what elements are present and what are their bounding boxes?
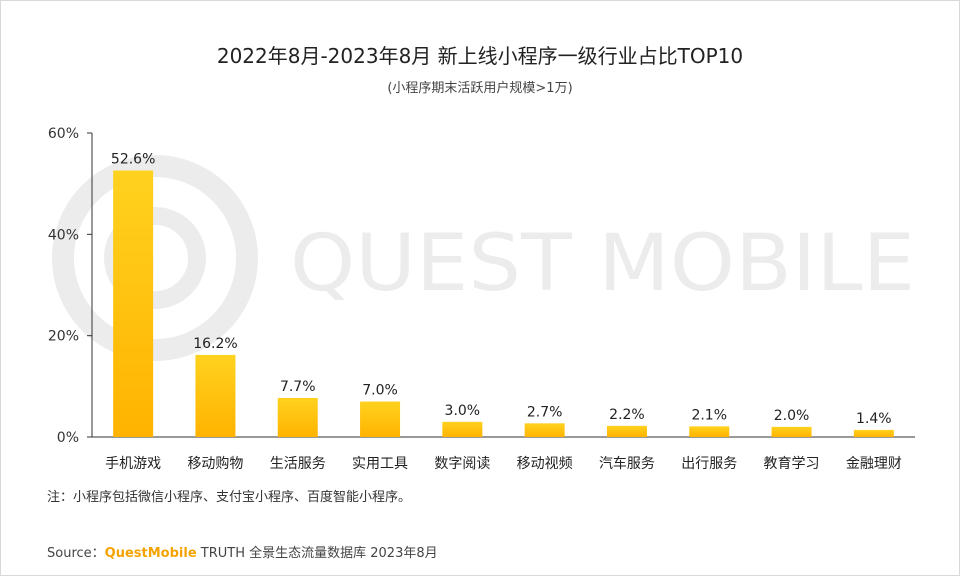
y-tick-label: 0% xyxy=(57,430,79,446)
x-tick-label: 实用工具 xyxy=(352,456,408,472)
data-label: 3.0% xyxy=(445,403,481,419)
data-label: 2.7% xyxy=(527,404,563,420)
watermark: QUEST MOBILE xyxy=(52,155,915,361)
bar xyxy=(771,426,812,437)
source-label: Source： xyxy=(47,546,105,561)
data-label: 16.2% xyxy=(193,336,237,352)
data-label: 1.4% xyxy=(856,411,892,427)
source-brand: QuestMobile xyxy=(104,546,197,561)
x-tick-label: 出行服务 xyxy=(681,456,737,472)
x-tick-label: 教育学习 xyxy=(764,456,820,472)
y-tick-label: 20% xyxy=(48,329,79,345)
bar xyxy=(360,401,401,437)
bar xyxy=(606,425,647,437)
bar xyxy=(277,397,318,437)
x-tick-label: 移动视频 xyxy=(517,456,573,472)
data-label: 2.1% xyxy=(691,407,727,423)
bar xyxy=(195,354,236,437)
x-tick-label: 汽车服务 xyxy=(599,455,655,472)
x-tick-label: 生活服务 xyxy=(270,456,326,472)
bar xyxy=(442,421,483,437)
chart-subtitle: (小程序期末活跃用户规模>1万) xyxy=(387,81,573,96)
source-line: Source：QuestMobile TRUTH 全景生态流量数据库 2023年… xyxy=(47,542,438,561)
data-label: 7.7% xyxy=(280,379,316,395)
data-label: 7.0% xyxy=(362,383,398,399)
bar xyxy=(689,426,730,437)
data-label: 2.2% xyxy=(609,407,645,423)
y-tick-label: 40% xyxy=(48,227,79,243)
bar xyxy=(853,429,894,437)
x-tick-label: 数字阅读 xyxy=(434,455,490,472)
bar xyxy=(113,170,154,437)
source-text: TRUTH 全景生态流量数据库 2023年8月 xyxy=(200,546,438,561)
data-label: 2.0% xyxy=(774,408,810,424)
x-tick-label: 金融理财 xyxy=(846,456,902,472)
chart-title: 2022年8月-2023年8月 新上线小程序一级行业占比TOP10 xyxy=(216,44,744,68)
data-label: 52.6% xyxy=(111,151,155,167)
y-tick-label: 60% xyxy=(48,126,79,142)
footnote: 注：小程序包括微信小程序、支付宝小程序、百度智能小程序。 xyxy=(47,490,412,505)
bar xyxy=(524,423,565,437)
x-tick-label: 手机游戏 xyxy=(105,456,161,472)
watermark-text: QUEST MOBILE xyxy=(290,219,915,309)
x-tick-label: 移动购物 xyxy=(187,456,243,472)
